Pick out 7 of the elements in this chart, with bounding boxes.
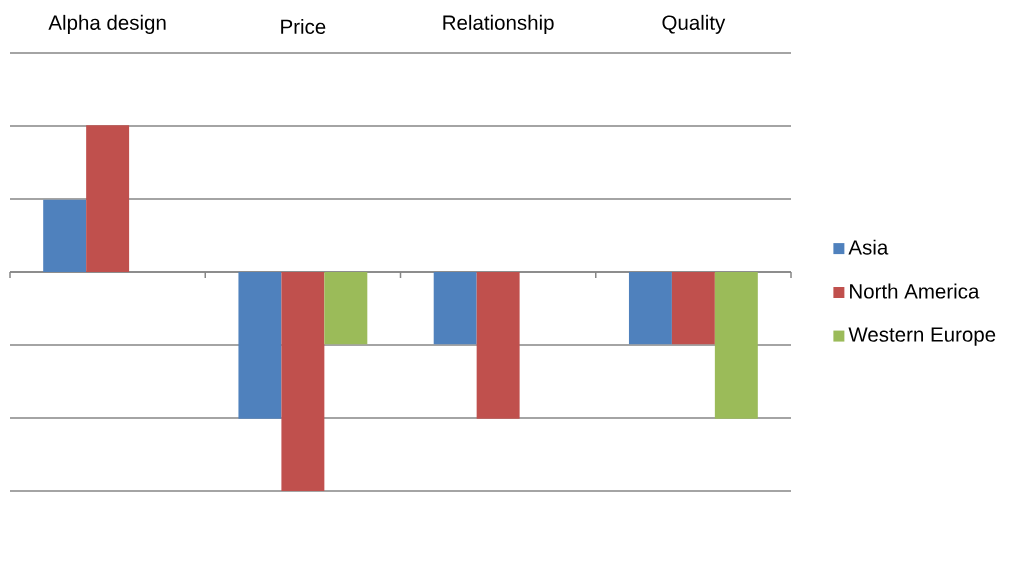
x-tick-label: Price (281, 18, 326, 34)
x-tick-label: Quality (662, 14, 726, 34)
legend-label: Asia (848, 239, 889, 255)
legend-label: North America (850, 283, 980, 299)
x-tick-label: Relationship (443, 14, 554, 34)
x-tick-label: Alpha design (48, 14, 166, 34)
legend-label: Western Europe (848, 327, 996, 346)
